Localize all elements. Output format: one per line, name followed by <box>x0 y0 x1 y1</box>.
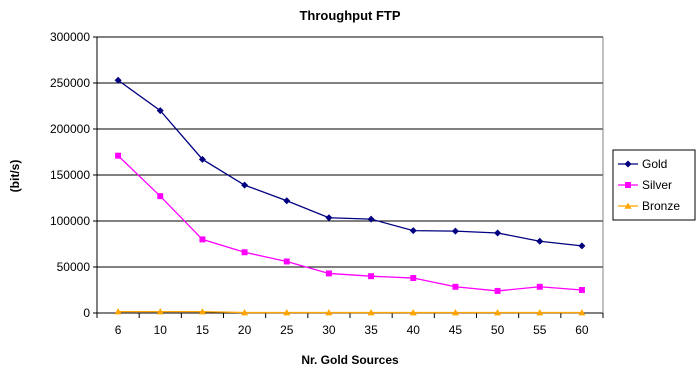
data-point-gold <box>451 227 459 235</box>
legend-label-gold: Gold <box>642 157 667 171</box>
data-point-gold <box>283 197 291 205</box>
x-tick-label: 50 <box>491 323 505 337</box>
data-point-bronze <box>325 309 333 316</box>
x-tick-label: 15 <box>196 323 210 337</box>
x-tick-label: 20 <box>238 323 252 337</box>
data-point-gold <box>578 242 586 250</box>
data-point-gold <box>114 76 122 84</box>
legend-label-silver: Silver <box>642 178 672 192</box>
legend-label-bronze: Bronze <box>642 199 680 213</box>
series-line-bronze <box>118 310 582 314</box>
y-tick-label: 100000 <box>50 214 90 228</box>
data-point-gold <box>156 107 164 115</box>
x-tick-label: 45 <box>449 323 463 337</box>
y-tick-label: 250000 <box>50 76 90 90</box>
data-point-bronze <box>156 308 164 315</box>
data-point-gold <box>367 215 375 223</box>
y-tick-label: 200000 <box>50 122 90 136</box>
data-point-gold <box>241 181 249 189</box>
x-tick-label: 40 <box>407 323 421 337</box>
data-point-silver <box>241 249 248 256</box>
x-tick-label: 60 <box>575 323 589 337</box>
x-tick-label: 10 <box>154 323 168 337</box>
data-point-gold <box>409 227 417 235</box>
series-line-gold <box>117 79 582 247</box>
data-point-silver <box>494 287 501 294</box>
x-tick-label: 25 <box>280 323 294 337</box>
data-point-bronze <box>494 309 502 316</box>
series-line-silver <box>117 155 582 292</box>
y-tick-label: 300000 <box>50 30 90 44</box>
x-tick-label: 30 <box>322 323 336 337</box>
data-point-gold <box>198 155 206 163</box>
x-tick-label: 35 <box>364 323 378 337</box>
y-tick-label: 150000 <box>50 168 90 182</box>
data-point-silver <box>283 258 290 265</box>
data-point-bronze <box>451 309 459 316</box>
data-point-bronze <box>114 308 122 315</box>
data-point-silver <box>452 283 459 290</box>
data-point-silver <box>115 152 122 159</box>
y-axis-label: (bit/s) <box>8 160 22 193</box>
y-tick-label: 0 <box>83 306 90 320</box>
data-point-bronze <box>578 309 586 316</box>
data-point-silver <box>325 270 332 277</box>
data-point-bronze <box>198 308 206 315</box>
data-point-bronze <box>409 309 417 316</box>
data-point-bronze <box>367 309 375 316</box>
data-point-bronze <box>241 309 249 316</box>
x-axis-label: Nr. Gold Sources <box>301 353 399 367</box>
data-point-silver <box>536 283 543 290</box>
data-point-silver <box>578 287 585 293</box>
data-point-gold <box>325 214 333 222</box>
y-tick-label: 50000 <box>57 260 91 274</box>
data-point-gold <box>494 229 502 237</box>
legend-marker-gold <box>624 160 632 168</box>
data-point-bronze <box>536 309 544 316</box>
data-point-silver <box>157 193 164 200</box>
x-tick-label: 55 <box>533 323 547 337</box>
x-tick-label: 6 <box>115 323 122 337</box>
data-point-silver <box>368 273 375 280</box>
data-point-silver <box>410 275 417 282</box>
plot-area: 0 50000 100000 150000 200000 250000 300000 6 10 1… <box>50 30 604 337</box>
legend-marker-bronze <box>624 202 632 209</box>
data-point-silver <box>199 236 206 243</box>
data-point-bronze <box>283 309 291 316</box>
chart-title: Throughput FTP <box>299 8 400 23</box>
legend: Gold Silver Bronze <box>612 149 696 221</box>
data-point-gold <box>536 237 544 245</box>
legend-marker-silver <box>625 182 631 188</box>
